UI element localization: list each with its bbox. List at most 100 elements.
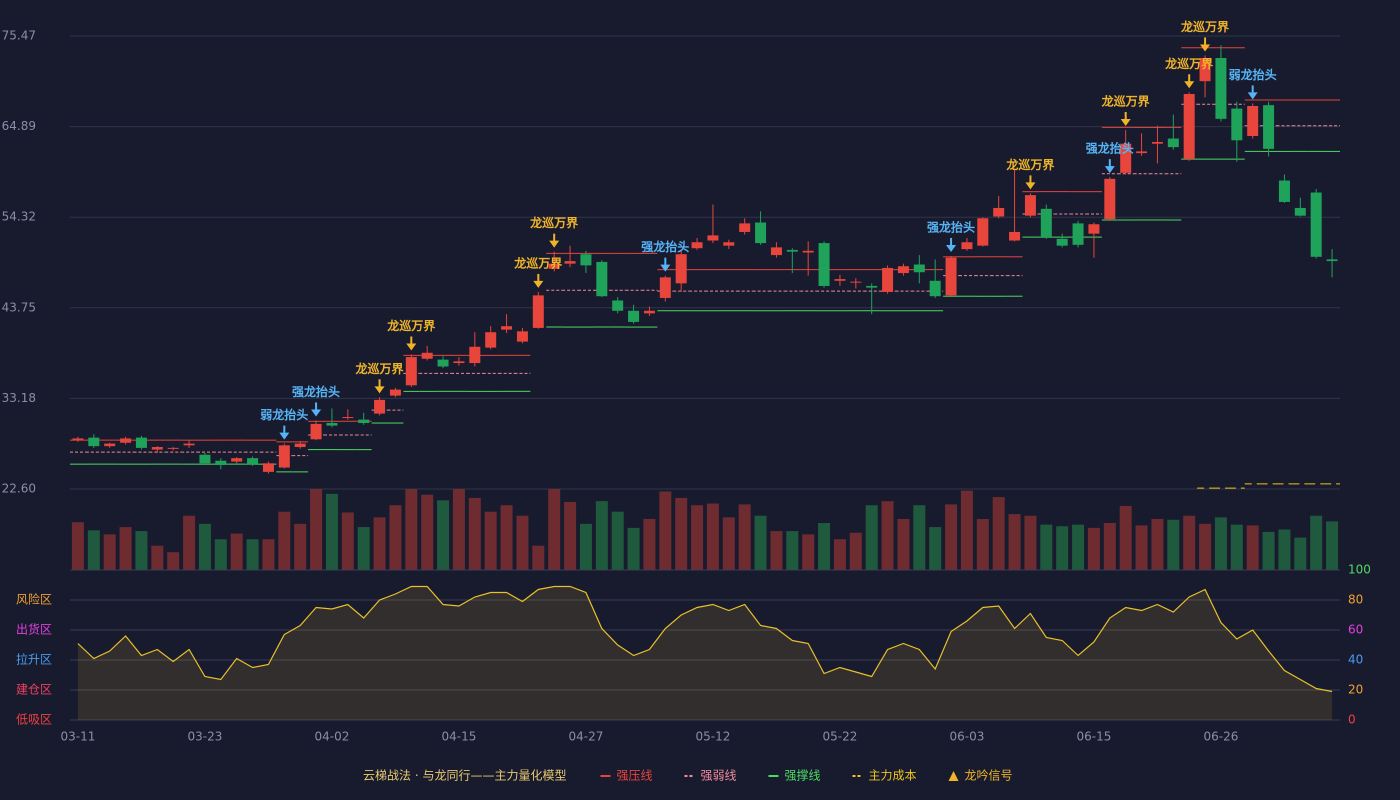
- volume-bar: [500, 505, 513, 570]
- signal-arrow-head: [1247, 92, 1258, 100]
- indicator-line: [77, 585, 1333, 693]
- volume-bar: [564, 501, 577, 570]
- candle-body: [135, 437, 147, 448]
- candle-body: [580, 254, 592, 266]
- volume-bar: [167, 552, 180, 570]
- signal-arrow-head: [1200, 44, 1211, 52]
- volume-bar: [421, 494, 434, 570]
- volume-bar: [945, 504, 958, 570]
- signal-arrow-head: [1184, 81, 1195, 89]
- x-tick-label: 05-22: [823, 730, 858, 744]
- candle-body: [1231, 108, 1243, 141]
- volume-bar: [849, 532, 862, 570]
- signal-arrow-head: [660, 264, 671, 272]
- x-tick-label: 06-15: [1077, 730, 1112, 744]
- volume-bar: [87, 530, 100, 570]
- candle-body: [437, 359, 449, 367]
- volume-bar: [516, 515, 529, 570]
- candle-body: [88, 437, 100, 447]
- candle-body: [1072, 223, 1084, 245]
- volume-bar: [1246, 525, 1259, 570]
- volume-bar: [468, 497, 481, 570]
- zone-label: 风险区: [16, 592, 52, 607]
- volume-bar: [706, 503, 719, 570]
- candle-body: [818, 243, 830, 286]
- signal-label: 强龙抬头: [292, 384, 340, 399]
- candle-body: [1088, 224, 1100, 234]
- signal-label: 强龙抬头: [1086, 141, 1134, 156]
- candle-body: [1215, 58, 1227, 119]
- volume-bar: [389, 505, 402, 570]
- candle-body: [675, 254, 687, 284]
- volume-bar: [1024, 515, 1037, 570]
- candle-body: [485, 332, 497, 348]
- candle-body: [421, 352, 433, 359]
- candle-body: [850, 281, 862, 283]
- volume-bar: [135, 531, 148, 570]
- candle-body: [1136, 151, 1148, 154]
- candle-body: [1278, 180, 1290, 202]
- volume-bar: [119, 527, 132, 570]
- volume-bar: [770, 531, 783, 570]
- signal-label: 龙巡万界: [1165, 56, 1213, 71]
- candle-body: [643, 310, 655, 314]
- candle-body: [72, 438, 84, 441]
- volume-bar: [611, 511, 624, 570]
- y-tick-label: 33.18: [2, 391, 36, 405]
- volume-bar: [183, 515, 196, 570]
- volume-bar: [1040, 524, 1053, 570]
- candle-body: [1104, 178, 1116, 220]
- candle-body: [786, 249, 798, 252]
- candle-body: [1056, 238, 1068, 246]
- candle-body: [215, 460, 227, 466]
- volume-bar: [881, 501, 894, 570]
- candle-body: [1151, 141, 1163, 144]
- volume-bar: [278, 511, 291, 570]
- signal-label: 龙巡万界: [530, 215, 578, 230]
- volume-bar: [548, 489, 561, 570]
- volume-bar: [833, 539, 846, 570]
- volume-bar: [786, 531, 799, 570]
- signal-arrow-head: [279, 432, 290, 440]
- volume-bar: [1199, 523, 1212, 570]
- signal-arrow-head: [374, 386, 385, 394]
- signal-arrow-head: [1104, 166, 1115, 174]
- volume-bar: [1135, 525, 1148, 570]
- candle-body: [310, 423, 322, 440]
- x-tick-label: 04-15: [442, 730, 477, 744]
- signal-label: 强龙抬头: [641, 239, 689, 254]
- candle-body: [294, 443, 306, 448]
- volume-bar: [1103, 523, 1116, 570]
- candle-body: [897, 266, 909, 274]
- candle-body: [882, 267, 894, 292]
- candle-body: [374, 399, 386, 414]
- volume-bar: [976, 518, 989, 570]
- candle-body: [1310, 192, 1322, 257]
- candle-body: [469, 346, 481, 364]
- zone-label: 建仓区: [16, 683, 52, 697]
- x-tick-label: 04-02: [315, 730, 350, 744]
- volume-bar: [294, 523, 307, 570]
- volume-bar: [452, 489, 465, 570]
- y-tick-label: 80: [1348, 593, 1363, 607]
- volume-bar: [913, 505, 926, 570]
- y-tick-label: 20: [1348, 683, 1363, 697]
- volume-bar: [960, 490, 973, 570]
- volume-bar: [1072, 524, 1085, 570]
- candle-body: [802, 250, 814, 253]
- candle-body: [1009, 231, 1021, 241]
- volume-bar: [1151, 518, 1164, 570]
- x-tick-label: 05-12: [696, 730, 731, 744]
- signal-label: 强龙抬头: [927, 219, 975, 234]
- volume-bar: [643, 518, 656, 570]
- candle-body: [278, 445, 290, 468]
- signal-label: 龙巡万界: [1006, 157, 1054, 172]
- area-fill: [77, 586, 1333, 720]
- volume-bar: [802, 534, 815, 570]
- volume-bar: [754, 515, 767, 570]
- volume-bar: [151, 545, 164, 570]
- candle-body: [913, 264, 925, 273]
- candle-body: [199, 454, 211, 464]
- candle-body: [405, 357, 417, 386]
